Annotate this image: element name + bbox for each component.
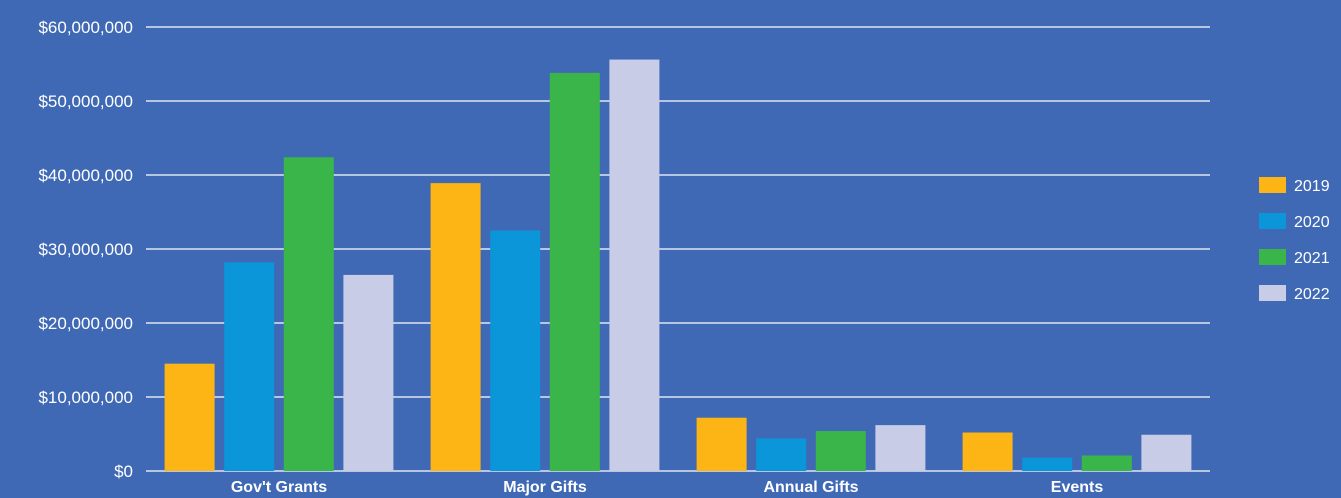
y-axis-ticks: $0 $10,000,000 $20,000,000 $30,000,000 $40,0… <box>38 18 133 481</box>
x-axis-categories: Gov't Grants Major Gifts Annual Gifts Event… <box>231 479 1103 496</box>
bar-2020-2 <box>756 438 807 471</box>
legend-label: 2021 <box>1294 250 1330 267</box>
x-category-label: Annual Gifts <box>763 479 858 496</box>
legend-label: 2019 <box>1294 178 1330 195</box>
y-tick-label: $40,000,000 <box>38 166 133 185</box>
legend-label: 2022 <box>1294 286 1330 303</box>
bar-2020-1 <box>490 230 541 471</box>
bar-2019-1 <box>430 183 481 471</box>
bar-2020-0 <box>224 262 275 471</box>
bar-2019-2 <box>696 417 747 471</box>
bar-2020-3 <box>1022 457 1073 471</box>
y-tick-label: $50,000,000 <box>38 92 133 111</box>
legend-swatch-2021 <box>1259 249 1286 265</box>
bar-2021-0 <box>283 157 334 472</box>
legend-swatch-2019 <box>1259 177 1286 193</box>
x-category-label: Major Gifts <box>503 479 587 496</box>
y-tick-label: $20,000,000 <box>38 314 133 333</box>
bar-2021-2 <box>815 431 866 471</box>
bar-2022-0 <box>343 274 394 471</box>
bar-2022-1 <box>609 59 660 472</box>
y-tick-label: $60,000,000 <box>38 18 133 37</box>
legend-swatch-2022 <box>1259 285 1286 301</box>
bar-2022-2 <box>875 425 926 471</box>
y-tick-label: $0 <box>114 462 133 481</box>
bars <box>164 59 1192 472</box>
x-category-label: Events <box>1051 479 1104 496</box>
y-tick-label: $30,000,000 <box>38 240 133 259</box>
bar-2019-0 <box>164 363 215 471</box>
bar-2021-1 <box>549 72 600 471</box>
bar-2019-3 <box>962 432 1013 471</box>
legend-swatch-2020 <box>1259 213 1286 229</box>
bar-2021-3 <box>1081 455 1132 471</box>
y-tick-label: $10,000,000 <box>38 388 133 407</box>
legend-label: 2020 <box>1294 214 1330 231</box>
bar-2022-3 <box>1141 434 1192 471</box>
legend: 2019 2020 2021 2022 <box>1259 177 1330 303</box>
x-category-label: Gov't Grants <box>231 479 327 496</box>
